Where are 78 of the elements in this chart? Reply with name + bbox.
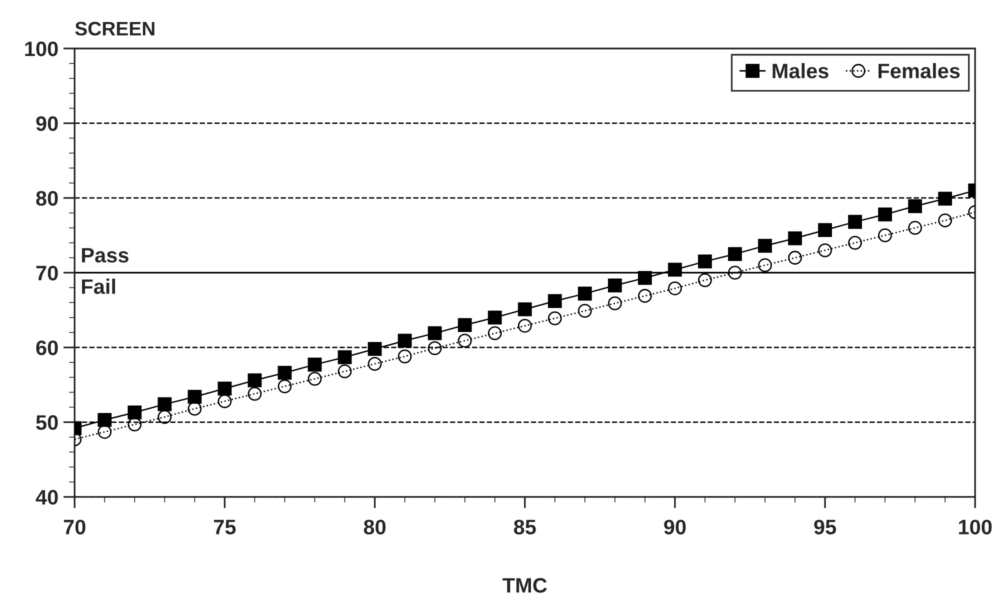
point <box>458 334 472 348</box>
point <box>218 382 232 396</box>
point <box>578 304 592 318</box>
point <box>128 406 142 420</box>
point <box>248 386 262 401</box>
point <box>638 288 652 303</box>
y-tick-label: 50 <box>36 415 58 430</box>
point <box>938 192 952 206</box>
point <box>368 356 382 371</box>
point <box>308 358 322 372</box>
point <box>428 326 442 340</box>
point <box>908 199 922 214</box>
point <box>128 417 142 432</box>
point <box>398 349 412 364</box>
point <box>248 373 262 388</box>
point <box>428 341 442 356</box>
point <box>158 397 172 412</box>
point <box>158 410 172 424</box>
point <box>938 213 952 228</box>
point <box>848 214 862 229</box>
point <box>518 302 532 316</box>
point <box>878 228 892 242</box>
point <box>458 318 472 332</box>
point <box>728 247 742 261</box>
point <box>398 334 412 348</box>
x-tick-label: 95 <box>814 520 836 534</box>
point <box>278 379 292 394</box>
point <box>668 262 682 277</box>
point <box>548 311 562 326</box>
legend-label: Males <box>772 63 828 78</box>
point <box>188 390 202 404</box>
point <box>668 281 682 296</box>
point <box>788 231 802 246</box>
point <box>698 254 712 268</box>
point <box>278 366 292 380</box>
point <box>788 250 802 265</box>
x-tick-label: 100 <box>959 520 992 534</box>
x-tick-label: 80 <box>364 520 386 534</box>
x-tick-label: 85 <box>514 520 536 534</box>
point <box>848 236 862 250</box>
point <box>878 207 892 222</box>
x-axis-title: TMC <box>502 578 547 593</box>
y-tick-label: 80 <box>36 190 58 206</box>
ref-line-label: Pass <box>82 248 128 263</box>
point <box>488 326 502 340</box>
point <box>818 243 832 258</box>
point <box>608 278 622 292</box>
point <box>758 238 772 253</box>
point <box>338 364 352 378</box>
x-tick-label: 75 <box>214 520 236 534</box>
point <box>98 412 112 427</box>
y-tick-label: 70 <box>36 266 58 280</box>
point <box>698 273 712 288</box>
point <box>608 296 622 310</box>
point <box>488 310 502 324</box>
y-tick-label: 40 <box>36 490 58 505</box>
point <box>308 372 322 386</box>
x-tick-label: 90 <box>664 520 686 534</box>
y-tick-label: 60 <box>36 340 58 356</box>
point <box>518 318 532 333</box>
point <box>908 220 922 235</box>
point <box>578 286 592 301</box>
y-tick-label: 90 <box>36 116 58 131</box>
point <box>98 424 112 439</box>
point <box>218 394 232 408</box>
point <box>188 402 202 416</box>
annotation: Fail <box>82 278 116 294</box>
y-tick-label: 100 <box>25 41 58 56</box>
legend-label: Females <box>878 63 960 78</box>
y-axis-title: SCREEN <box>75 22 154 36</box>
point <box>758 258 772 272</box>
point <box>548 294 562 308</box>
point <box>638 270 652 285</box>
point <box>338 350 352 364</box>
x-tick-label: 70 <box>64 520 86 534</box>
point <box>728 266 742 280</box>
point <box>368 342 382 356</box>
point <box>818 223 832 238</box>
